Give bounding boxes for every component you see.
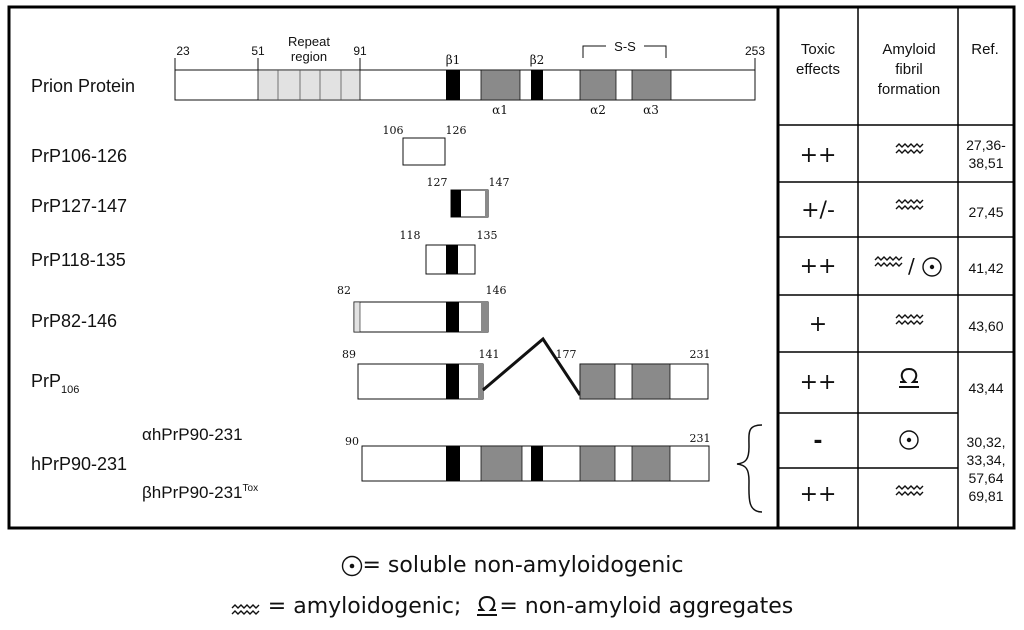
svg-text:89: 89 bbox=[342, 348, 356, 361]
legend-soluble: = soluble non-amyloidogenic bbox=[0, 553, 1024, 578]
amyloidogenic-icon bbox=[231, 604, 260, 615]
svg-text:253: 253 bbox=[745, 44, 765, 58]
svg-text:51: 51 bbox=[251, 44, 265, 58]
toxic-row-2: +/- bbox=[801, 198, 835, 223]
alpha-hprp-label: αhPrP90-231 bbox=[142, 425, 243, 444]
header-amyloid: Amyloid fibril formation bbox=[878, 41, 941, 98]
svg-text:141: 141 bbox=[479, 348, 500, 361]
row-label-prp106-126: PrP106-126 bbox=[31, 146, 127, 166]
svg-text:91: 91 bbox=[353, 44, 367, 58]
row-label-prp82-146: PrP82-146 bbox=[31, 311, 117, 331]
svg-text:147: 147 bbox=[489, 176, 510, 189]
curly-brace bbox=[736, 424, 763, 513]
svg-text:126: 126 bbox=[446, 124, 467, 137]
prion-protein-bar bbox=[174, 45, 756, 101]
header-toxic: Toxic effects bbox=[796, 41, 840, 78]
toxic-row-3: ++ bbox=[800, 254, 837, 279]
svg-text:231: 231 bbox=[690, 348, 711, 361]
ref-row-6: 30,32, 33,34, 57,64 69,81 bbox=[967, 434, 1006, 504]
fragment-prp106 bbox=[357, 336, 709, 400]
beta-hprp-label: βhPrP90-231Tox bbox=[142, 483, 258, 502]
legend-amyloid: = amyloidogenic; = non-amyloid aggregate… bbox=[0, 594, 1024, 619]
fragment-hprp90-231 bbox=[361, 445, 710, 482]
toxic-row-6a: - bbox=[813, 429, 822, 454]
svg-text:135: 135 bbox=[477, 229, 498, 242]
row-label-prp118-135: PrP118-135 bbox=[31, 250, 126, 270]
row-label-hprp90-231: hPrP90-231 bbox=[31, 454, 127, 474]
toxic-row-5: ++ bbox=[800, 370, 837, 395]
toxic-row-1: ++ bbox=[800, 143, 837, 168]
row-label-prp127-147: PrP127-147 bbox=[31, 196, 127, 216]
svg-text:α1: α1 bbox=[492, 103, 508, 117]
ref-row-3: 41,42 bbox=[968, 260, 1003, 276]
row-label-prp106: PrP106 bbox=[31, 371, 79, 396]
svg-text:127: 127 bbox=[427, 176, 448, 189]
svg-text:146: 146 bbox=[486, 284, 507, 297]
non-amyloid-aggregates-icon bbox=[477, 595, 498, 616]
svg-text:/: / bbox=[908, 254, 915, 278]
toxic-row-6b: ++ bbox=[800, 482, 837, 507]
svg-text:S-S: S-S bbox=[614, 39, 636, 54]
soluble-icon bbox=[341, 555, 362, 577]
header-ref: Ref. bbox=[971, 41, 999, 58]
svg-text:β2: β2 bbox=[530, 53, 545, 67]
svg-text:231: 231 bbox=[690, 432, 711, 445]
ref-row-2: 27,45 bbox=[968, 204, 1003, 220]
svg-text:177: 177 bbox=[556, 348, 577, 361]
fragment-prp127-147 bbox=[450, 189, 489, 218]
prion-diagram: Toxic effects Amyloid fibril formation Ref.… bbox=[7, 5, 1016, 530]
svg-text:106: 106 bbox=[383, 124, 404, 137]
ref-row-1: 27,36-38,51 bbox=[966, 137, 1006, 171]
fragment-prp106-126 bbox=[402, 137, 446, 166]
toxic-row-4: + bbox=[809, 312, 827, 337]
svg-text:90: 90 bbox=[345, 435, 359, 448]
svg-text:118: 118 bbox=[400, 229, 421, 242]
svg-text:α3: α3 bbox=[643, 103, 659, 117]
ref-row-4: 43,60 bbox=[968, 318, 1003, 334]
prion-protein-label: Prion Protein bbox=[31, 76, 135, 96]
repeat-region-label: Repeat region bbox=[288, 34, 330, 64]
svg-text:α2: α2 bbox=[590, 103, 606, 117]
fragment-prp82-146 bbox=[353, 301, 489, 333]
fragment-prp118-135 bbox=[425, 244, 476, 275]
svg-text:23: 23 bbox=[176, 44, 190, 58]
svg-text:82: 82 bbox=[337, 284, 351, 297]
ref-row-5: 43,44 bbox=[968, 380, 1003, 396]
svg-text:β1: β1 bbox=[446, 53, 461, 67]
